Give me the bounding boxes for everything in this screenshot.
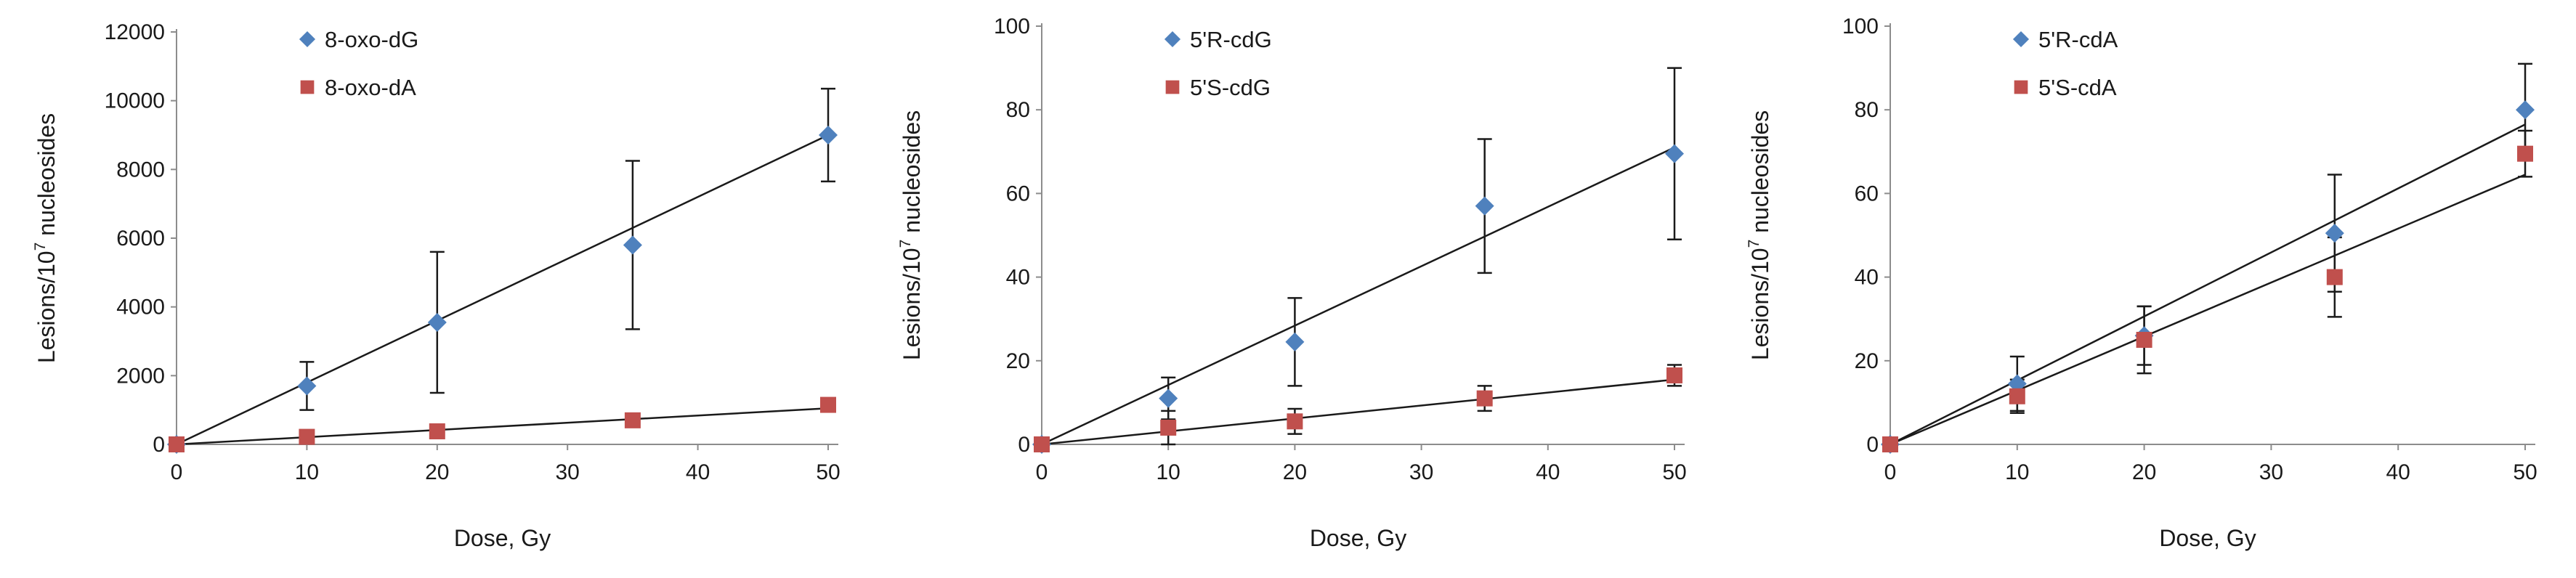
x-tick-label: 0 <box>1884 460 1897 484</box>
y-axis-title-superscript: 7 <box>32 243 49 251</box>
data-point-square <box>1666 367 1682 383</box>
legend-square-icon <box>2014 80 2028 94</box>
x-tick-label: 10 <box>2005 460 2029 484</box>
y-axis-title-main: Lesions/10 <box>899 248 925 360</box>
data-point-square <box>169 436 185 452</box>
data-point-square <box>1034 436 1050 452</box>
data-point-diamond <box>623 235 642 255</box>
legend-square-icon <box>1165 80 1180 94</box>
legend-entry-label: 5'S-cdG <box>1190 75 1271 100</box>
data-point-square <box>1882 436 1898 452</box>
x-tick-label: 10 <box>1157 460 1180 484</box>
x-tick-label: 10 <box>295 460 319 484</box>
chart-cdA: 0 20 40 60 80 100 0 10 20 30 40 50 Dose, Gy Lesions/1… <box>1746 15 2537 551</box>
y-tick-label: 12000 <box>105 20 165 44</box>
data-point-diamond <box>2516 100 2535 120</box>
x-tick-label: 20 <box>425 460 449 484</box>
y-tick-label: 20 <box>1006 349 1030 373</box>
y-axis-title-main: Lesions/10 <box>1747 248 1773 360</box>
data-point-diamond <box>297 376 317 396</box>
y-tick-label: 0 <box>1866 433 1879 457</box>
data-point-square <box>624 412 641 428</box>
data-point-square <box>429 423 445 440</box>
x-tick-label: 50 <box>2513 460 2537 484</box>
data-point-square <box>1476 390 1493 407</box>
data-point-diamond <box>1285 332 1305 351</box>
data-point-square <box>2009 388 2025 404</box>
data-point-square <box>2136 332 2152 348</box>
y-tick-label: 8000 <box>116 158 165 182</box>
data-point-square <box>2326 269 2343 285</box>
data-point-diamond <box>1159 388 1178 408</box>
y-tick-label: 0 <box>153 433 165 457</box>
y-tick-label: 0 <box>1018 433 1030 457</box>
legend-entry-label: 5'S-cdA <box>2038 75 2117 100</box>
y-tick-label: 60 <box>1006 182 1030 205</box>
fit-line-0 <box>1041 146 1675 446</box>
x-axis-title: Dose, Gy <box>2159 525 2256 551</box>
y-tick-label: 40 <box>1855 266 1879 290</box>
chart-cdG: 0 20 40 60 80 100 0 10 20 30 40 50 Dose, Gy Lesions/1… <box>897 15 1687 551</box>
fit-line-1 <box>1890 174 2526 446</box>
fit-line-0 <box>1890 123 2526 446</box>
data-point-square <box>1287 413 1303 430</box>
y-axis-title-superscript: 7 <box>897 240 914 248</box>
legend-square-icon <box>300 80 315 94</box>
legend-entry-label: 5'R-cdA <box>2038 27 2118 52</box>
y-tick-label: 100 <box>1842 15 1879 38</box>
chart-8-oxo: 0 2000 4000 6000 8000 10000 12000 0 10 20 30 40 50 Do… <box>32 20 841 551</box>
legend-diamond-icon <box>2012 30 2030 48</box>
legend-entry-label: 8-oxo-dG <box>325 27 418 52</box>
y-axis-title-suffix: nucleosides <box>33 113 60 243</box>
data-point-square <box>2517 145 2533 162</box>
y-axis-title: Lesions/107 nucleosides <box>897 110 925 360</box>
x-tick-label: 30 <box>556 460 580 484</box>
x-axis-title: Dose, Gy <box>1310 525 1406 551</box>
data-point-diamond <box>1475 196 1494 216</box>
y-tick-label: 80 <box>1855 98 1879 122</box>
x-tick-label: 20 <box>2132 460 2156 484</box>
fit-line-1 <box>1041 378 1675 446</box>
data-point-square <box>1160 419 1177 436</box>
y-axis-title-suffix: nucleosides <box>899 110 925 240</box>
x-tick-label: 40 <box>1536 460 1560 484</box>
x-tick-label: 0 <box>1036 460 1048 484</box>
y-axis-title: Lesions/107 nucleosides <box>1746 110 1773 360</box>
y-axis-title-suffix: nucleosides <box>1747 110 1773 240</box>
x-tick-label: 50 <box>816 460 840 484</box>
x-tick-label: 40 <box>2386 460 2410 484</box>
y-tick-label: 40 <box>1006 266 1030 290</box>
y-tick-label: 80 <box>1006 98 1030 122</box>
data-point-diamond <box>1665 144 1684 163</box>
data-point-square <box>820 396 836 413</box>
x-tick-label: 40 <box>686 460 710 484</box>
y-tick-label: 2000 <box>116 364 165 388</box>
y-tick-label: 4000 <box>116 296 165 319</box>
y-tick-label: 20 <box>1855 349 1879 373</box>
data-point-diamond <box>427 312 447 332</box>
y-tick-label: 100 <box>994 15 1030 38</box>
data-point-square <box>299 428 315 445</box>
legend-diamond-icon <box>299 30 316 48</box>
x-tick-label: 30 <box>1409 460 1433 484</box>
y-tick-label: 60 <box>1855 182 1879 205</box>
y-axis-title: Lesions/107 nucleosides <box>32 113 60 363</box>
x-tick-label: 50 <box>1662 460 1686 484</box>
x-axis-title: Dose, Gy <box>454 525 551 551</box>
legend-entry-label: 8-oxo-dA <box>325 75 416 100</box>
fit-line-1 <box>176 407 829 446</box>
y-tick-label: 6000 <box>116 227 165 251</box>
x-tick-label: 30 <box>2259 460 2283 484</box>
fit-line-0 <box>176 134 829 446</box>
legend-diamond-icon <box>1164 30 1181 48</box>
x-tick-label: 20 <box>1283 460 1307 484</box>
data-point-diamond <box>2325 224 2344 243</box>
legend-entry-label: 5'R-cdG <box>1190 27 1272 52</box>
y-axis-title-superscript: 7 <box>1746 240 1762 248</box>
y-tick-label: 10000 <box>105 89 165 113</box>
data-point-diamond <box>819 126 838 144</box>
y-axis-title-main: Lesions/10 <box>33 251 60 363</box>
x-tick-label: 0 <box>171 460 183 484</box>
